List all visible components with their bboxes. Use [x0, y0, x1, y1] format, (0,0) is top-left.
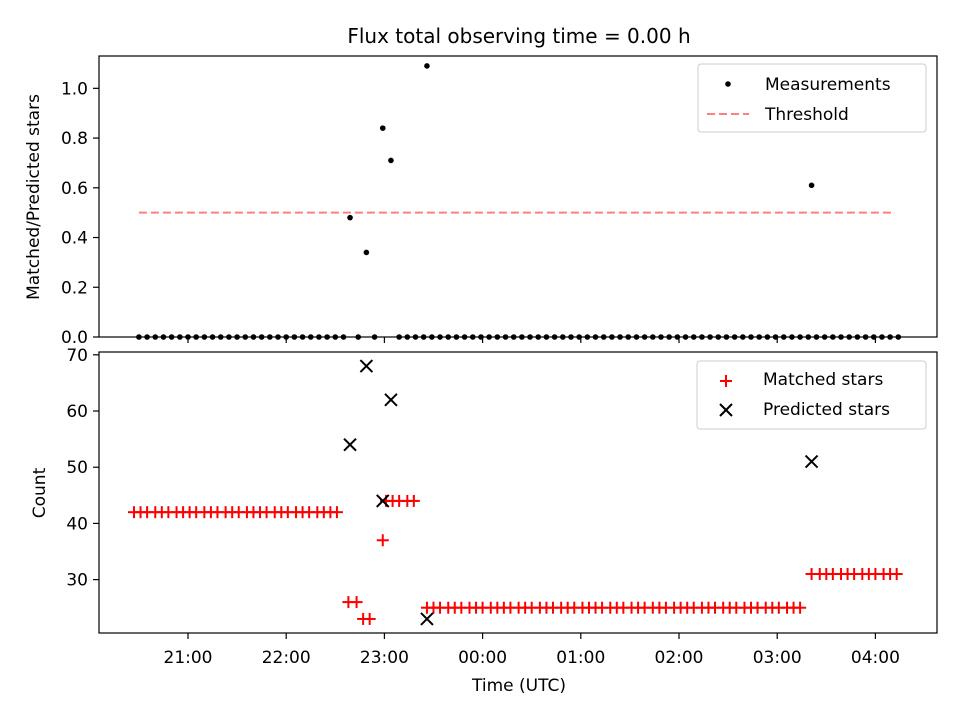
predicted-star-point: [804, 454, 819, 469]
predicted-star-point: [420, 612, 434, 626]
bottom-y-tick-label: 50: [66, 458, 88, 478]
legend-predicted-label: Predicted stars: [763, 400, 890, 420]
legend-threshold-label: Threshold: [764, 105, 849, 125]
legend-predicted-marker: [719, 403, 733, 417]
matched-star-point: [376, 534, 389, 547]
x-tick-label: 02:00: [655, 648, 704, 668]
predicted-star-point: [376, 494, 390, 508]
chart-title: Flux total observing time = 0.00 h: [347, 24, 690, 48]
measurement-point: [347, 214, 353, 221]
top-y-axis-label: Matched/Predicted stars: [24, 94, 44, 300]
measurement-point: [388, 157, 394, 164]
bottom-y-tick-label: 30: [66, 571, 88, 591]
measurement-point: [808, 182, 815, 189]
top-panel: 0.0 0.2 0.4 0.6 0.8 1.0 Matched/Predicted sta…: [24, 55, 938, 348]
matched-star-point: [330, 506, 343, 519]
x-tick-label: 01:00: [556, 648, 605, 668]
predicted-star-point: [384, 393, 398, 407]
matched-star-point: [407, 494, 420, 507]
top-y-tick-label: 0.4: [61, 229, 88, 249]
top-y-tick-label: 0.8: [61, 129, 88, 149]
bottom-y-tick-label: 60: [66, 402, 88, 422]
x-tick-label: 03:00: [753, 648, 802, 668]
matched-star-point: [350, 596, 363, 609]
matched-star-point: [363, 612, 376, 625]
bottom-plot-frame: [98, 351, 938, 634]
measurement-point: [379, 125, 386, 131]
x-tick-label: 04:00: [851, 648, 900, 668]
bottom-legend: Matched stars Predicted stars: [696, 360, 927, 430]
top-y-tick-label: 1.0: [61, 79, 88, 99]
top-legend-box: [697, 63, 927, 133]
top-y-tick-label: 0.0: [61, 328, 88, 348]
predicted-star-point: [359, 359, 374, 373]
top-y-tick-label: 0.2: [61, 278, 88, 298]
top-y-tick-label: 0.6: [61, 179, 88, 199]
x-tick-label: 22:00: [262, 648, 311, 668]
bottom-panel: 30 40 50 60 70 21:00 22:00 23:00 00:00 01:00 02:0…: [30, 346, 938, 696]
legend-matched-label: Matched stars: [763, 370, 883, 390]
bottom-y-tick-label: 70: [66, 346, 88, 366]
bottom-y-axis-label: Count: [30, 467, 50, 518]
measurement-point: [424, 63, 430, 69]
top-legend: Measurements Threshold: [697, 63, 927, 133]
x-axis-label: Time (UTC): [471, 676, 566, 696]
predicted-star-point: [343, 438, 357, 452]
x-tick-label: 23:00: [360, 648, 409, 668]
matched-star-point: [890, 567, 903, 580]
measurement-point: [363, 249, 370, 256]
legend-measurements-label: Measurements: [765, 75, 891, 95]
legend-matched-marker: [720, 375, 732, 387]
x-tick-label: 00:00: [458, 648, 507, 668]
top-plot-frame: [98, 55, 938, 338]
bottom-legend-box: [696, 360, 927, 430]
legend-measurements-marker: [725, 81, 731, 87]
x-tick-label: 21:00: [164, 648, 213, 668]
bottom-y-tick-label: 40: [66, 514, 88, 534]
matched-star-point: [794, 601, 807, 614]
